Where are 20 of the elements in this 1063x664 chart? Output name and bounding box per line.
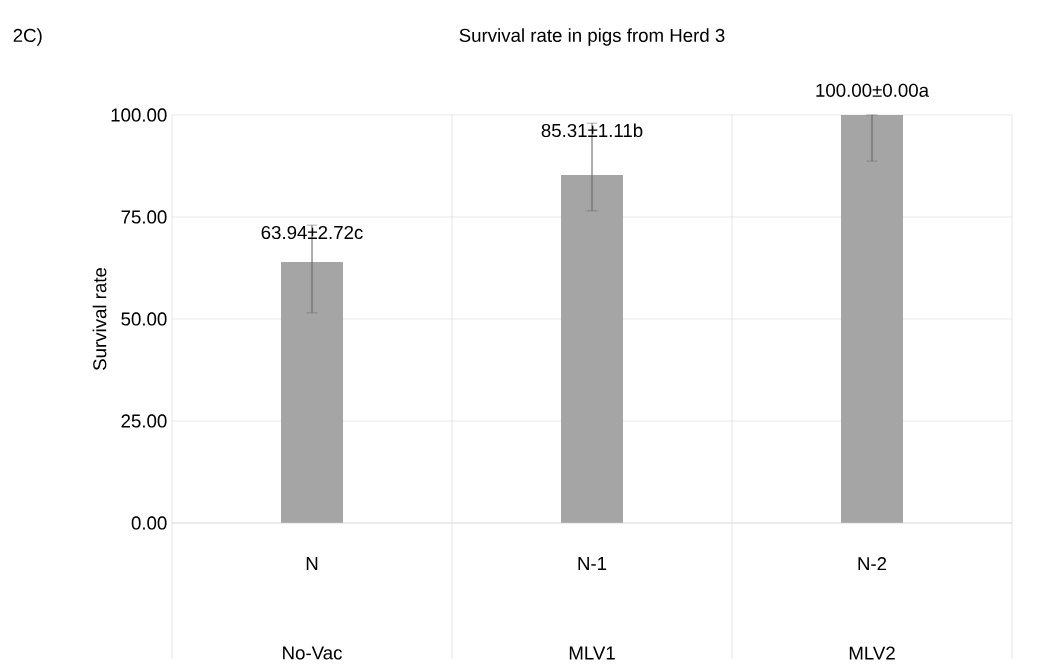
data-label: 85.31±1.11b [541, 123, 643, 138]
data-label: 100.00±0.00a [816, 83, 930, 97]
y-tick-label: 75.00 [121, 210, 167, 224]
text: MLV2 [849, 646, 895, 660]
text: MLV1 [569, 646, 615, 660]
x-tick-label: N [306, 557, 318, 570]
y-tick-label: 50.00 [121, 312, 167, 326]
data-label: 63.94±2.72c [261, 225, 363, 240]
bar [841, 115, 904, 524]
x-tick-label: N-2 [858, 557, 887, 571]
text: 2C) [13, 28, 42, 46]
y-tick-label: 100.00 [111, 108, 167, 122]
y-axis-title: Survival rate [92, 267, 107, 371]
y-tick-label: 25.00 [121, 414, 167, 428]
bar [561, 174, 623, 524]
chart-title: Survival rate in pigs from Herd 3 [459, 28, 725, 46]
x-tick-label: N-1 [578, 557, 607, 570]
text: No-Vac [283, 646, 342, 660]
y-tick-label: 0.00 [131, 516, 167, 530]
bar [281, 262, 344, 524]
